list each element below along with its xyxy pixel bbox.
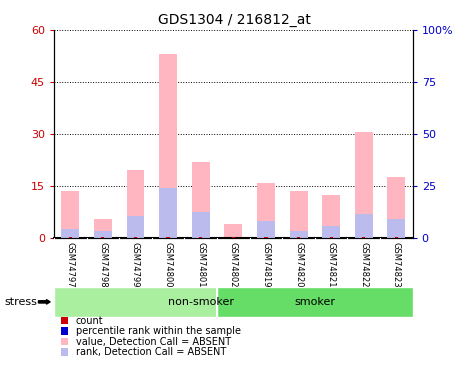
Text: GSM74800: GSM74800	[164, 242, 173, 288]
Bar	[395, 237, 398, 238]
Text: GSM74799: GSM74799	[131, 242, 140, 288]
Bar	[265, 237, 267, 238]
Text: GSM74797: GSM74797	[66, 242, 75, 288]
Bar	[192, 212, 210, 238]
Bar	[94, 219, 112, 238]
Bar	[134, 237, 137, 238]
Bar	[289, 231, 308, 238]
Bar	[322, 226, 340, 238]
Text: percentile rank within the sample: percentile rank within the sample	[76, 326, 241, 336]
Bar	[217, 287, 413, 317]
Text: GSM74821: GSM74821	[327, 242, 336, 288]
Text: smoker: smoker	[295, 297, 335, 307]
Bar	[355, 132, 373, 238]
Bar	[257, 183, 275, 238]
Text: GSM74801: GSM74801	[196, 242, 205, 288]
Text: non-smoker: non-smoker	[168, 297, 234, 307]
Bar	[289, 191, 308, 238]
Bar	[61, 191, 79, 238]
Bar	[101, 237, 105, 238]
Text: value, Detection Call = ABSENT: value, Detection Call = ABSENT	[76, 337, 231, 346]
Text: count: count	[76, 316, 103, 326]
Bar	[54, 287, 217, 317]
Text: GSM74802: GSM74802	[229, 242, 238, 288]
Text: GSM74823: GSM74823	[392, 242, 401, 288]
Bar	[166, 237, 170, 238]
Text: stress: stress	[5, 297, 38, 307]
Bar	[159, 54, 177, 238]
Text: GSM74820: GSM74820	[294, 242, 303, 288]
Bar	[387, 177, 405, 238]
Bar	[355, 214, 373, 238]
Bar	[199, 237, 202, 238]
Text: rank, Detection Call = ABSENT: rank, Detection Call = ABSENT	[76, 347, 226, 357]
Bar	[362, 237, 365, 238]
Text: GSM74822: GSM74822	[359, 242, 368, 288]
Bar	[159, 188, 177, 238]
Bar	[297, 237, 300, 238]
Bar	[127, 216, 144, 238]
Bar	[61, 230, 79, 238]
Bar	[330, 237, 333, 238]
Bar	[94, 231, 112, 238]
Bar	[224, 224, 242, 238]
Bar	[192, 162, 210, 238]
Text: GDS1304 / 216812_at: GDS1304 / 216812_at	[158, 13, 311, 27]
Bar	[387, 219, 405, 238]
Text: GSM74798: GSM74798	[98, 242, 107, 288]
Bar	[68, 237, 72, 238]
Bar	[322, 195, 340, 238]
Bar	[257, 221, 275, 238]
Text: GSM74819: GSM74819	[261, 242, 271, 288]
Bar	[232, 237, 235, 238]
Bar	[127, 171, 144, 238]
